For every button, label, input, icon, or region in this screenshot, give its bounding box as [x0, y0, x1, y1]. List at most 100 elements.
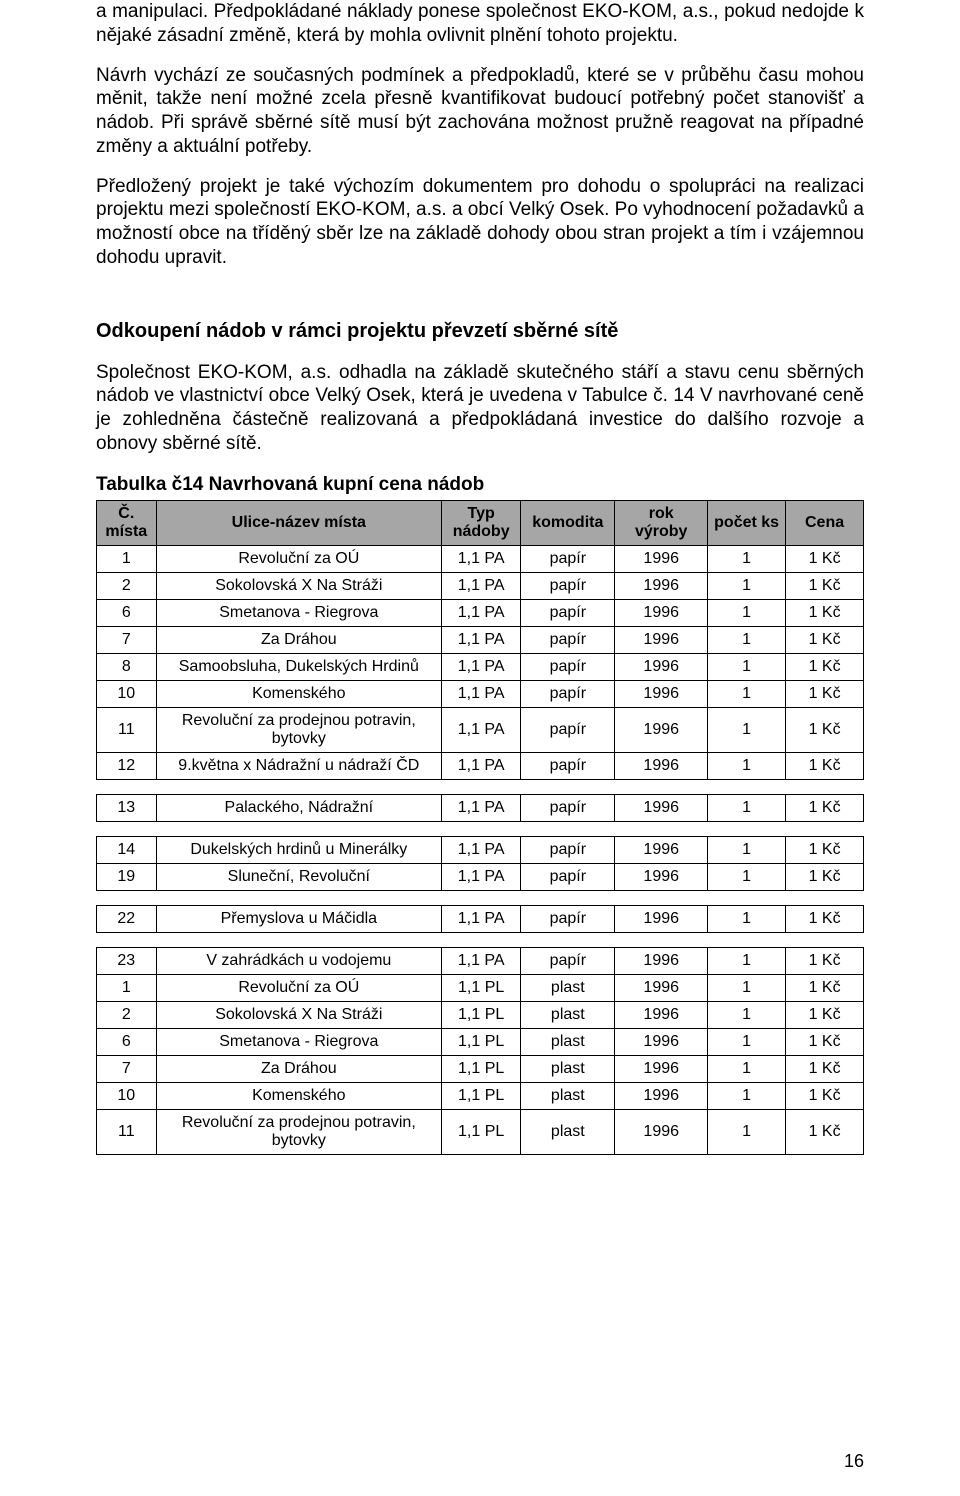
table-row-group: 13Palackého, Nádražní1,1 PApapír199611 K… — [97, 794, 864, 836]
table-row: 2Sokolovská X Na Stráži1,1 PApapír199611… — [97, 572, 864, 599]
col-header-price: Cena — [786, 500, 864, 545]
cell-kom: papír — [521, 680, 615, 707]
cell-price: 1 Kč — [786, 974, 864, 1001]
cell-price: 1 Kč — [786, 1028, 864, 1055]
cell-name: 9.května x Nádražní u nádraží ČD — [156, 752, 441, 779]
cell-rok: 1996 — [615, 752, 708, 779]
col-header-name: Ulice-název místa — [156, 500, 441, 545]
cell-num: 22 — [97, 905, 157, 932]
cell-typ: 1,1 PA — [442, 653, 521, 680]
col-header-kom: komodita — [521, 500, 615, 545]
cell-kom: plast — [521, 974, 615, 1001]
cell-name: Sokolovská X Na Stráži — [156, 572, 441, 599]
cell-cnt: 1 — [708, 863, 786, 890]
cell-typ: 1,1 PA — [442, 863, 521, 890]
table-row: 1Revoluční za OÚ1,1 PLplast199611 Kč — [97, 974, 864, 1001]
price-table: Č. místa Ulice-název místa Typ nádoby ko… — [96, 500, 864, 1155]
cell-rok: 1996 — [615, 947, 708, 974]
cell-num: 23 — [97, 947, 157, 974]
section-paragraph: Společnost EKO-KOM, a.s. odhadla na zákl… — [96, 361, 864, 456]
cell-kom: papír — [521, 905, 615, 932]
cell-name: Sluneční, Revoluční — [156, 863, 441, 890]
cell-cnt: 1 — [708, 1082, 786, 1109]
cell-cnt: 1 — [708, 905, 786, 932]
cell-typ: 1,1 PL — [442, 1001, 521, 1028]
cell-price: 1 Kč — [786, 905, 864, 932]
cell-typ: 1,1 PA — [442, 905, 521, 932]
cell-num: 2 — [97, 572, 157, 599]
cell-num: 8 — [97, 653, 157, 680]
paragraph-3: Předložený projekt je také výchozím doku… — [96, 175, 864, 270]
cell-num: 12 — [97, 752, 157, 779]
cell-num: 19 — [97, 863, 157, 890]
cell-num: 6 — [97, 1028, 157, 1055]
cell-kom: papír — [521, 599, 615, 626]
cell-rok: 1996 — [615, 653, 708, 680]
table-row: 19Sluneční, Revoluční1,1 PApapír199611 K… — [97, 863, 864, 890]
cell-cnt: 1 — [708, 752, 786, 779]
document-page: a manipulaci. Předpokládané náklady pone… — [0, 0, 960, 1496]
cell-rok: 1996 — [615, 905, 708, 932]
cell-cnt: 1 — [708, 1109, 786, 1154]
cell-typ: 1,1 PA — [442, 947, 521, 974]
cell-typ: 1,1 PA — [442, 794, 521, 821]
col-header-cnt: počet ks — [708, 500, 786, 545]
cell-price: 1 Kč — [786, 1001, 864, 1028]
cell-price: 1 Kč — [786, 752, 864, 779]
cell-kom: papír — [521, 626, 615, 653]
cell-num: 7 — [97, 1055, 157, 1082]
cell-num: 10 — [97, 680, 157, 707]
cell-typ: 1,1 PL — [442, 1082, 521, 1109]
cell-kom: papír — [521, 653, 615, 680]
col-header-num: Č. místa — [97, 500, 157, 545]
cell-num: 13 — [97, 794, 157, 821]
cell-price: 1 Kč — [786, 794, 864, 821]
cell-name: Za Dráhou — [156, 1055, 441, 1082]
cell-price: 1 Kč — [786, 1109, 864, 1154]
section-title: Odkoupení nádob v rámci projektu převzet… — [96, 320, 864, 343]
cell-price: 1 Kč — [786, 1082, 864, 1109]
cell-name: Revoluční za OÚ — [156, 545, 441, 572]
cell-name: Samoobsluha, Dukelských Hrdinů — [156, 653, 441, 680]
cell-rok: 1996 — [615, 794, 708, 821]
table-row: 10Komenského1,1 PApapír199611 Kč — [97, 680, 864, 707]
cell-cnt: 1 — [708, 707, 786, 752]
table-row: 11Revoluční za prodejnou potravin, bytov… — [97, 1109, 864, 1154]
table-row: 11Revoluční za prodejnou potravin, bytov… — [97, 707, 864, 752]
table-title: Tabulka č14 Navrhovaná kupní cena nádob — [96, 474, 864, 496]
cell-num: 1 — [97, 974, 157, 1001]
cell-kom: papír — [521, 572, 615, 599]
cell-name: Komenského — [156, 680, 441, 707]
cell-name: Sokolovská X Na Stráži — [156, 1001, 441, 1028]
cell-price: 1 Kč — [786, 545, 864, 572]
cell-typ: 1,1 PA — [442, 626, 521, 653]
table-row: 6Smetanova - Riegrova1,1 PApapír199611 K… — [97, 599, 864, 626]
cell-num: 14 — [97, 836, 157, 863]
table-row: 14Dukelských hrdinů u Minerálky1,1 PApap… — [97, 836, 864, 863]
cell-cnt: 1 — [708, 974, 786, 1001]
cell-num: 11 — [97, 1109, 157, 1154]
page-number: 16 — [844, 1451, 864, 1472]
cell-kom: papír — [521, 836, 615, 863]
col-header-rok: rok výroby — [615, 500, 708, 545]
cell-typ: 1,1 PA — [442, 599, 521, 626]
cell-num: 1 — [97, 545, 157, 572]
cell-cnt: 1 — [708, 1001, 786, 1028]
table-row-group: 1Revoluční za OÚ1,1 PApapír199611 Kč2Sok… — [97, 545, 864, 794]
cell-rok: 1996 — [615, 680, 708, 707]
cell-cnt: 1 — [708, 680, 786, 707]
cell-typ: 1,1 PA — [442, 752, 521, 779]
table-row: 10Komenského1,1 PLplast199611 Kč — [97, 1082, 864, 1109]
cell-kom: papír — [521, 947, 615, 974]
table-row: 7Za Dráhou1,1 PLplast199611 Kč — [97, 1055, 864, 1082]
table-row: 8Samoobsluha, Dukelských Hrdinů1,1 PApap… — [97, 653, 864, 680]
table-row: 23V zahrádkách u vodojemu1,1 PApapír1996… — [97, 947, 864, 974]
cell-price: 1 Kč — [786, 599, 864, 626]
paragraph-2: Návrh vychází ze současných podmínek a p… — [96, 64, 864, 159]
table-row: 129.května x Nádražní u nádraží ČD1,1 PA… — [97, 752, 864, 779]
cell-typ: 1,1 PA — [442, 680, 521, 707]
col-header-typ: Typ nádoby — [442, 500, 521, 545]
table-row: 13Palackého, Nádražní1,1 PApapír199611 K… — [97, 794, 864, 821]
cell-typ: 1,1 PA — [442, 572, 521, 599]
cell-price: 1 Kč — [786, 626, 864, 653]
